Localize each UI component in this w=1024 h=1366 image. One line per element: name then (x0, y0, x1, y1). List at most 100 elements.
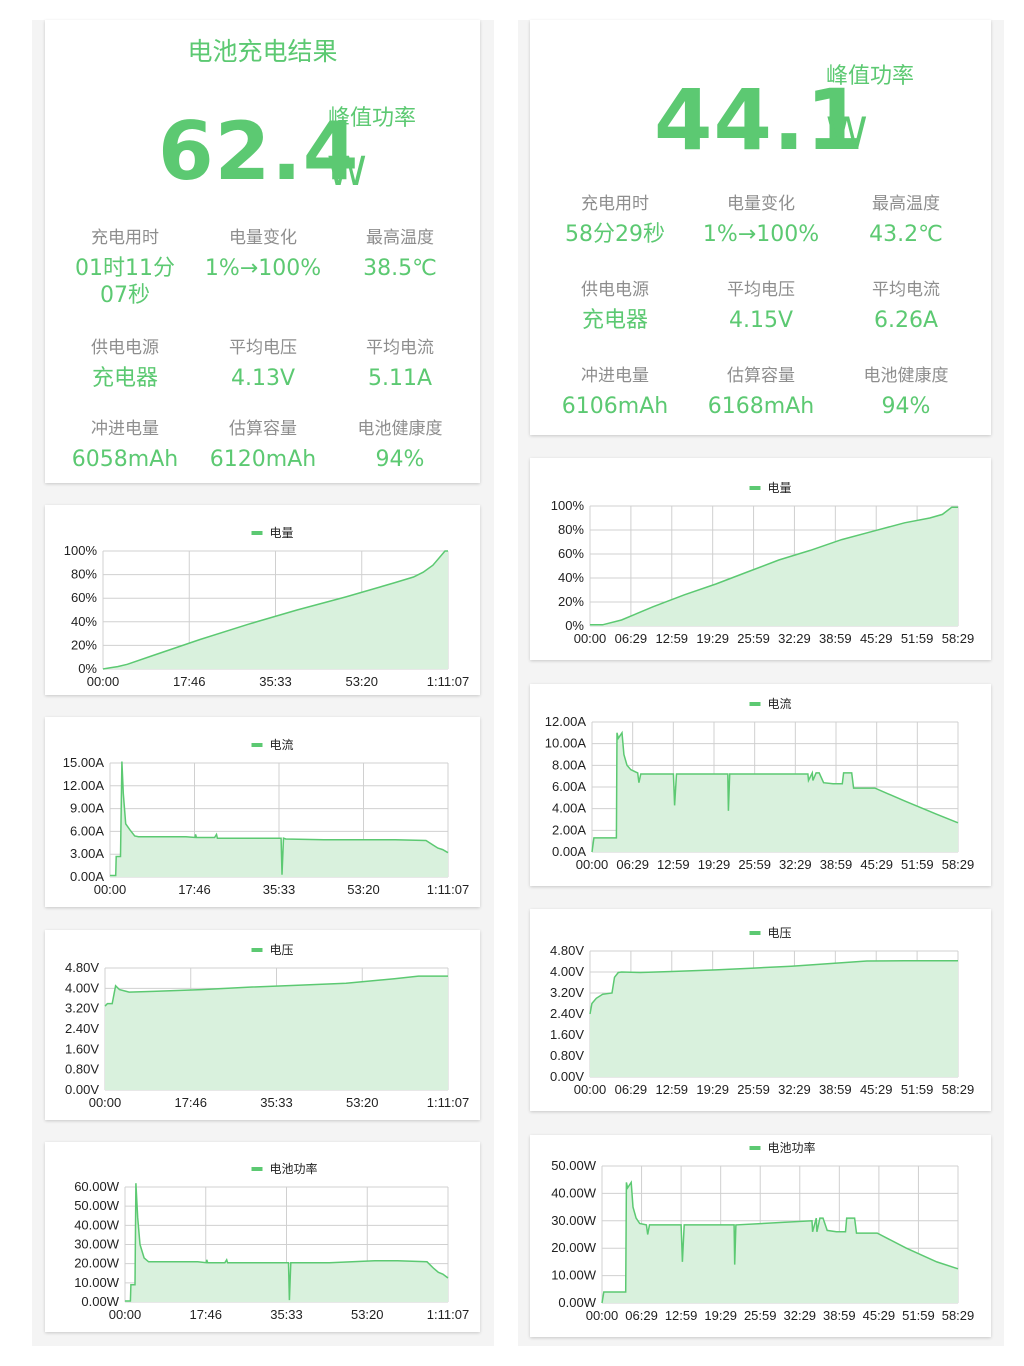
legend-swatch (749, 702, 761, 706)
stat-value: 01时11分07秒 (75, 256, 175, 308)
y-tick-label: 30.00W (551, 1213, 597, 1228)
y-tick-label: 9.00A (70, 801, 104, 816)
x-tick-label: 45:29 (860, 631, 893, 646)
y-tick-label: 2.40V (65, 1021, 99, 1036)
stat-label: 平均电流 (872, 280, 940, 300)
stat-label: 估算容量 (727, 366, 795, 386)
x-tick-label: 25:59 (737, 631, 770, 646)
stat-value: 43.2℃ (869, 222, 943, 247)
stat-charged-capacity: 冲进电量 6106mAh (550, 366, 680, 420)
x-tick-label: 06:29 (625, 1308, 658, 1323)
x-tick-label: 25:59 (744, 1308, 777, 1323)
x-tick-label: 06:29 (615, 631, 648, 646)
legend-swatch (251, 743, 263, 747)
left-voltage-chart-card: 电压 0.00V 0.80V 1.60V 2.40V 3.20V 4.00V 4.80V 00:… (45, 930, 480, 1120)
stat-value: 充电器 (581, 308, 648, 333)
y-tick-label: 20% (71, 637, 97, 652)
x-tick-label: 45:29 (863, 1308, 896, 1323)
x-tick-label: 45:29 (860, 857, 893, 872)
y-tick-label: 20% (558, 594, 584, 609)
y-tick-label: 3.20V (65, 1001, 99, 1016)
voltage-chart: 电压 0.00V 0.80V 1.60V 2.40V 3.20V 4.00V 4.80V 00:… (65, 943, 469, 1110)
stat-charged-capacity: 冲进电量 6058mAh (62, 419, 188, 473)
x-tick-label: 19:29 (704, 1308, 737, 1323)
y-tick-label: 40% (558, 570, 584, 585)
series-line (590, 506, 958, 626)
series-area (110, 761, 448, 877)
peak-power-label: 峰值功率 (328, 106, 417, 131)
y-tick-label: 4.00V (65, 980, 99, 995)
y-tick-label: 40% (71, 614, 97, 629)
stat-label: 充电用时 (581, 194, 649, 214)
peak-power-value: 44.1 (654, 71, 866, 169)
x-tick-label: 58:29 (942, 1082, 975, 1097)
x-tick-label: 1:11:07 (427, 1307, 469, 1322)
stat-estimated-capacity: 估算容量 6120mAh (200, 419, 326, 473)
x-tick-label: 35:33 (270, 1307, 303, 1322)
x-tick-label: 06:29 (616, 857, 649, 872)
y-tick-label: 3.20V (550, 985, 584, 1000)
legend-label: 电压 (768, 926, 792, 940)
y-tick-label: 20.00W (74, 1256, 120, 1271)
x-tick-label: 38:59 (819, 631, 852, 646)
x-tick-label: 17:46 (178, 882, 211, 897)
stat-value: 1%→100% (204, 256, 322, 281)
battery-level-chart: 电量 0% 20% 40% 60% 80% 100% 00:00 06:29 12:59 19:29… (551, 481, 975, 646)
x-tick-label: 45:29 (860, 1082, 893, 1097)
stat-label: 平均电流 (366, 338, 434, 358)
x-tick-label: 58:29 (942, 1308, 975, 1323)
stat-value: 94% (375, 447, 425, 472)
legend-swatch (749, 1146, 761, 1150)
y-tick-label: 0.00W (81, 1294, 119, 1309)
stat-avg-voltage: 平均电压 4.15V (696, 280, 826, 334)
battery-power-chart: 电池功率 0.00W 10.00W 20.00W 30.00W 40.00W 50.00W 0… (551, 1140, 975, 1323)
y-tick-label: 6.00A (70, 823, 104, 838)
y-tick-label: 3.00A (70, 846, 104, 861)
y-tick-label: 80% (558, 522, 584, 537)
x-tick-label: 1:11:07 (427, 674, 469, 689)
x-tick-label: 35:33 (260, 1095, 293, 1110)
peak-power-unit: W (327, 149, 367, 195)
y-tick-label: 0.00V (65, 1082, 99, 1097)
stat-avg-current: 平均电流 5.11A (337, 338, 463, 392)
stat-value: 6168mAh (707, 394, 815, 419)
y-tick-label: 10.00W (551, 1268, 597, 1283)
y-tick-label: 2.40V (550, 1006, 584, 1021)
series-line (589, 959, 958, 1015)
x-tick-label: 53:20 (346, 1095, 379, 1110)
right-summary-card: 44.1 W 峰值功率 充电用时 58分29秒 电量变化 1%→100% 最高温… (530, 20, 991, 435)
x-tick-label: 00:00 (576, 857, 609, 872)
legend-swatch (251, 1167, 263, 1171)
x-tick-label: 00:00 (109, 1307, 142, 1322)
y-tick-label: 4.00V (550, 964, 584, 979)
y-tick-label: 100% (64, 543, 98, 558)
x-tick-label: 51:59 (901, 857, 934, 872)
stat-power-source: 供电电源 充电器 (550, 280, 680, 334)
y-tick-label: 60.00W (74, 1179, 120, 1194)
y-tick-label: 15.00A (63, 755, 105, 770)
stat-label: 估算容量 (229, 419, 297, 439)
series-area (125, 1183, 448, 1302)
y-tick-label: 40.00W (74, 1217, 120, 1232)
y-tick-label: 0.80V (65, 1062, 99, 1077)
x-tick-label: 25:59 (737, 1082, 770, 1097)
peak-power-value: 62.4 (158, 105, 360, 198)
x-tick-label: 32:29 (778, 1082, 811, 1097)
y-tick-label: 30.00W (74, 1237, 120, 1252)
left-summary-card: 电池充电结果 62.4 W 峰值功率 充电用时 01时11分07秒 电量变化 1… (45, 20, 480, 483)
stat-estimated-capacity: 估算容量 6168mAh (696, 366, 826, 420)
stat-power-source: 供电电源 充电器 (62, 338, 188, 392)
result-title: 电池充电结果 (187, 37, 338, 66)
series-area (592, 732, 958, 852)
stat-value: 1%→100% (702, 222, 820, 247)
peak-power: 62.4 W 峰值功率 (45, 20, 480, 220)
right-voltage-chart-card: 电压 0.00V 0.80V 1.60V 2.40V 3.20V 4.00V 4.80V 00:… (530, 909, 991, 1111)
x-tick-label: 17:46 (173, 674, 206, 689)
x-tick-label: 51:59 (902, 1308, 935, 1323)
x-tick-label: 17:46 (174, 1095, 207, 1110)
stat-value: 4.15V (728, 308, 794, 333)
right-current-chart-card: 电流 0.00A 2.00A 4.00A 6.00A 8.00A 10.00A 12.00A 0… (530, 684, 991, 886)
peak-power-label: 峰值功率 (826, 64, 915, 89)
x-tick-label: 00:00 (586, 1308, 619, 1323)
stat-value: 6.26A (873, 308, 939, 333)
